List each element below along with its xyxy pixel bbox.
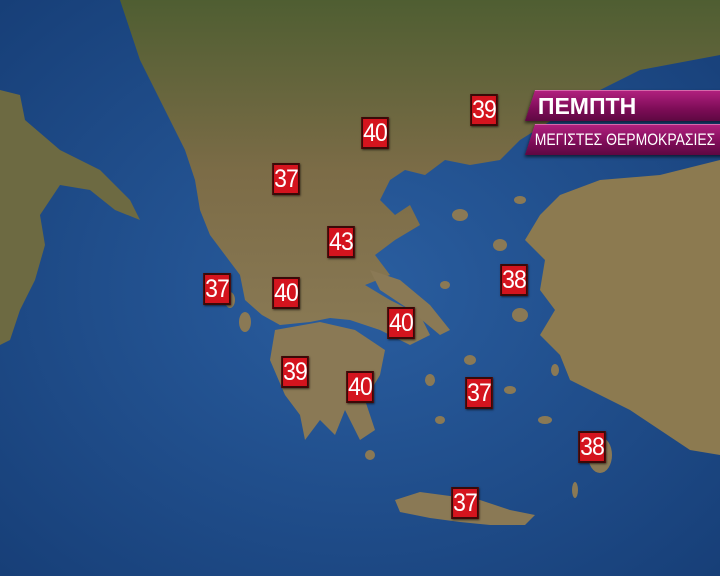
day-banner: ΠΕΜΠΤΗ — [524, 90, 720, 121]
subtitle-banner: ΜΕΓΙΣΤΕΣ ΘΕΡΜΟΚΡΑΣΙΕΣ — [524, 124, 720, 155]
temperature-badge: 40 — [361, 117, 389, 149]
temperature-badge: 40 — [387, 307, 415, 339]
temperature-badge: 38 — [500, 264, 528, 296]
land-mainland — [120, 0, 720, 345]
temperature-badge: 40 — [272, 277, 300, 309]
temperature-badge: 43 — [327, 226, 355, 258]
day-label: ΠΕΜΠΤΗ — [537, 93, 637, 119]
temperature-badge: 37 — [465, 377, 493, 409]
temperature-badge: 37 — [272, 163, 300, 195]
temperature-badge: 37 — [451, 487, 479, 519]
land-italy — [0, 90, 140, 345]
temperature-badge: 40 — [346, 371, 374, 403]
temperature-badge: 37 — [203, 273, 231, 305]
land-turkey — [525, 160, 720, 455]
land-euboea — [370, 270, 450, 335]
temperature-badge: 39 — [470, 94, 498, 126]
temperature-badge: 39 — [281, 356, 309, 388]
temperature-badge: 38 — [578, 431, 606, 463]
land-peloponnese — [270, 322, 385, 440]
subtitle-label: ΜΕΓΙΣΤΕΣ ΘΕΡΜΟΚΡΑΣΙΕΣ — [534, 130, 716, 149]
